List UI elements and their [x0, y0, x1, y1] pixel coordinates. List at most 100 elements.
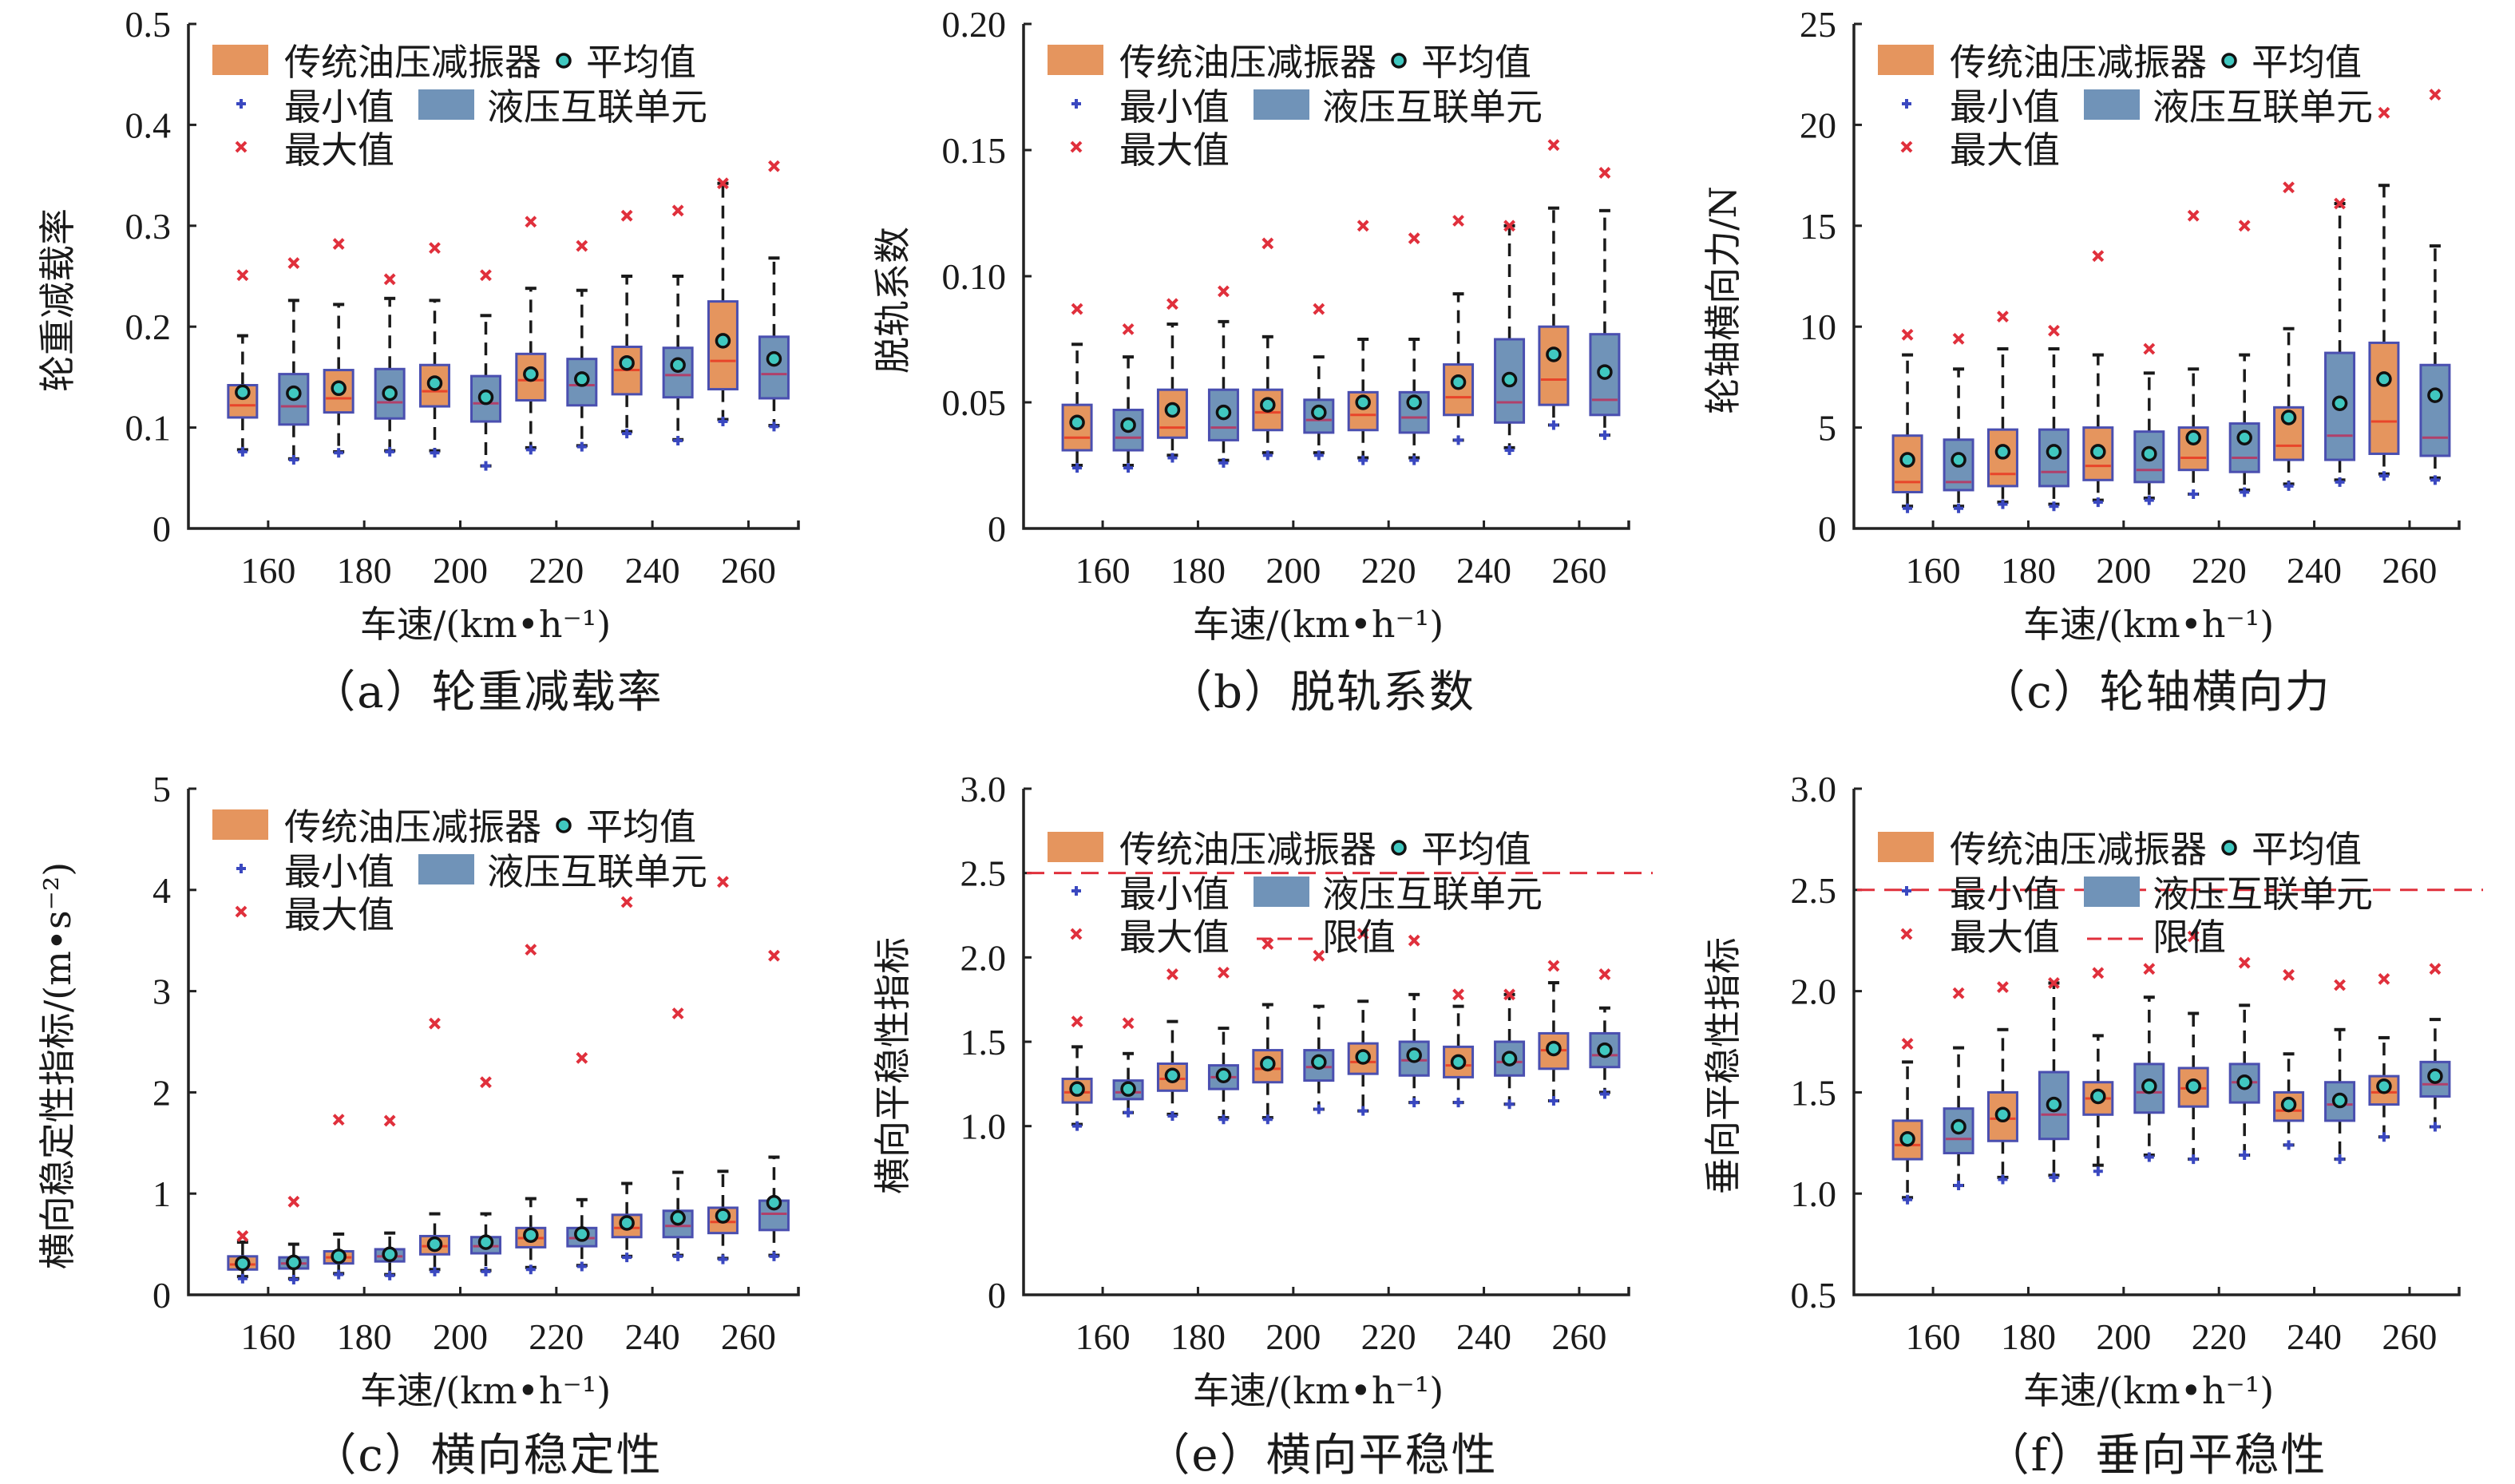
max-marker — [1408, 934, 1420, 947]
legend-label-hydraulic: 液压互联单元 — [2153, 85, 2373, 129]
min-marker — [2093, 497, 2103, 508]
min-marker — [288, 1274, 299, 1284]
y-tick-label: 5 — [152, 769, 171, 809]
x-tick-label: 220 — [2192, 1316, 2247, 1357]
x-axis-title: 车速/(km•h⁻¹) — [360, 1369, 611, 1412]
max-marker — [1357, 928, 1369, 940]
max-marker — [1071, 303, 1083, 315]
max-marker — [480, 269, 492, 282]
y-tick-label: 0.5 — [125, 4, 172, 45]
box-traditional-200 — [1252, 938, 1284, 1125]
min-marker — [1358, 455, 1368, 465]
x-tick-label: 180 — [337, 1316, 392, 1357]
min-marker — [622, 1252, 632, 1263]
mean-marker — [1406, 394, 1422, 410]
y-axis-title: 轮重减载率 — [36, 208, 79, 392]
min-marker — [673, 1251, 683, 1261]
caption-e: （e）横向平稳性 — [1145, 1430, 1498, 1482]
mean-marker — [1164, 402, 1181, 418]
min-marker — [1358, 1106, 1368, 1116]
legend-min-marker — [236, 99, 246, 109]
legend-mean-marker — [556, 53, 572, 69]
box-traditional-260 — [707, 177, 739, 427]
box-hydraulic-180 — [374, 273, 406, 457]
legend-max-marker — [1070, 140, 1083, 153]
chart-d: 0 1 2 3 4 5 160 180 200 220 240 260 车速/(km•h⁻¹) 横向稳定性… — [36, 769, 800, 1412]
min-marker — [1453, 435, 1463, 445]
x-tick-label: 260 — [1551, 1316, 1606, 1357]
min-marker — [1313, 1104, 1324, 1114]
box-iqr — [2419, 363, 2451, 457]
legend-label-max: 最大值 — [1119, 916, 1230, 959]
mean-marker — [1260, 397, 1276, 413]
legend-swatch-traditional — [1878, 45, 1934, 75]
legend-label-mean: 平均值 — [1421, 828, 1531, 871]
legend-label-mean: 平均值 — [586, 805, 696, 849]
min-marker — [2093, 1166, 2103, 1177]
min-marker — [2378, 471, 2389, 481]
max-marker — [1452, 215, 1464, 227]
y-tick-label: 0.20 — [942, 4, 1007, 45]
mean-marker — [1311, 404, 1327, 421]
min-marker — [385, 446, 395, 457]
box-hydraulic-220 — [566, 1051, 598, 1272]
mean-marker — [1951, 1118, 1966, 1135]
max-marker — [1071, 1015, 1083, 1028]
mean-marker — [477, 1234, 494, 1250]
legend-mean-marker — [1391, 840, 1407, 856]
mean-marker — [2185, 1078, 2201, 1094]
box-hydraulic-180 — [1207, 285, 1239, 468]
min-marker — [1998, 1174, 2008, 1185]
min-marker — [1954, 503, 1964, 513]
mean-marker — [1597, 364, 1613, 380]
box-hydraulic-260 — [758, 160, 790, 432]
max-marker — [525, 216, 537, 228]
mean-marker — [2280, 1096, 2297, 1113]
box-hydraulic-200 — [469, 1076, 501, 1276]
y-tick-label: 3 — [152, 972, 171, 1012]
max-marker — [1598, 968, 1611, 980]
mean-marker — [331, 1249, 347, 1264]
box-iqr — [1538, 325, 1570, 406]
x-tick-label: 260 — [2382, 1316, 2437, 1357]
max-marker — [2238, 956, 2251, 969]
y-tick-label: 0.1 — [125, 408, 172, 449]
box-traditional-160 — [1891, 1038, 1923, 1205]
legend-max-marker — [1070, 928, 1083, 940]
legend-label-hydraulic: 液压互联单元 — [1322, 85, 1543, 129]
min-marker — [2335, 1154, 2345, 1165]
box-hydraulic-200 — [469, 269, 501, 471]
legend-max-marker — [1900, 928, 1913, 940]
min-marker — [1998, 499, 2008, 509]
box-iqr — [1112, 408, 1144, 452]
y-tick-label: 0.05 — [942, 382, 1007, 423]
max-marker — [2048, 977, 2060, 989]
min-marker — [769, 1251, 779, 1261]
box-traditional-220 — [515, 944, 547, 1275]
min-marker — [1453, 1098, 1463, 1108]
box-hydraulic-260 — [758, 949, 790, 1261]
caption-c: （c）轮轴横向力 — [1980, 667, 2331, 718]
y-tick-label: 25 — [1800, 4, 1836, 45]
mean-marker — [2090, 444, 2106, 460]
legend-label-hydraulic: 液压互联单元 — [487, 85, 707, 129]
legend-swatch-traditional — [1048, 832, 1103, 862]
axes-frame — [1852, 24, 2461, 530]
legend-mean-marker — [556, 817, 572, 833]
min-marker — [1504, 445, 1515, 456]
min-marker — [481, 461, 491, 471]
legend-label-mean: 平均值 — [1421, 41, 1531, 84]
min-marker — [1072, 463, 1083, 473]
mean-marker — [1215, 1067, 1232, 1084]
x-tick-label: 180 — [2001, 1316, 2056, 1357]
min-marker — [2188, 489, 2199, 500]
legend-label-max: 最大值 — [1119, 129, 1230, 172]
legend-label-max: 最大值 — [1950, 916, 2060, 959]
mean-marker — [1546, 346, 1562, 362]
max-marker — [620, 209, 633, 222]
box-hydraulic-260 — [2419, 963, 2451, 1132]
mean-marker — [331, 380, 347, 397]
legend-label-traditional: 传统油压减振器 — [1119, 41, 1376, 84]
